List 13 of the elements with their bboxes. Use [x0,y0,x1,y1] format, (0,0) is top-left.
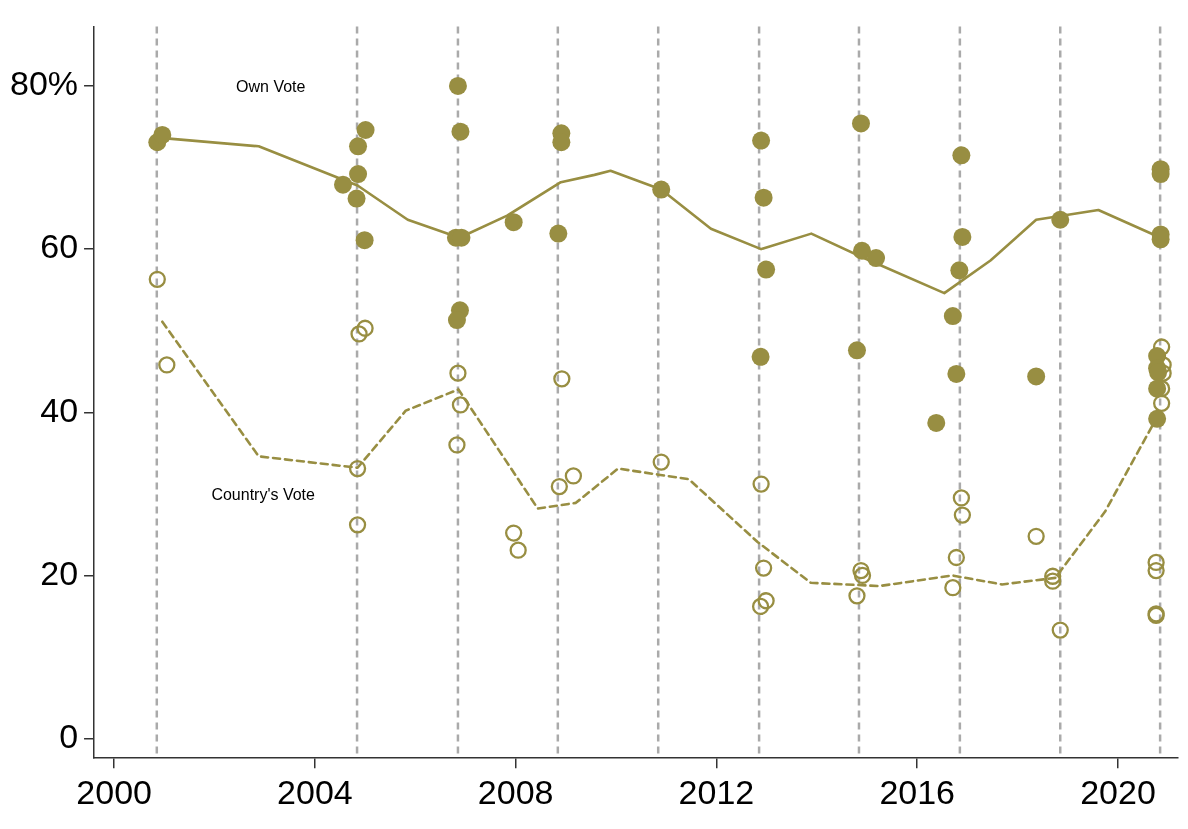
annotation: Country's Vote [211,485,316,503]
annotation: Own Vote [236,77,306,95]
x-tick-label: 2012 [678,772,755,811]
x-tick-label: 2000 [76,772,152,811]
y-tick-label: 0 [59,717,79,755]
y-tick-label: 40 [40,390,79,429]
y-tick-label: 60 [40,227,79,266]
y-tick-label: 20 [40,553,79,592]
x-tick-label: 2004 [277,772,353,811]
x-tick-label: 2008 [477,772,554,811]
x-tick-label: 2020 [1080,772,1156,811]
y-tick-label: 80% [9,64,79,103]
x-tick-label: 2016 [879,772,956,811]
